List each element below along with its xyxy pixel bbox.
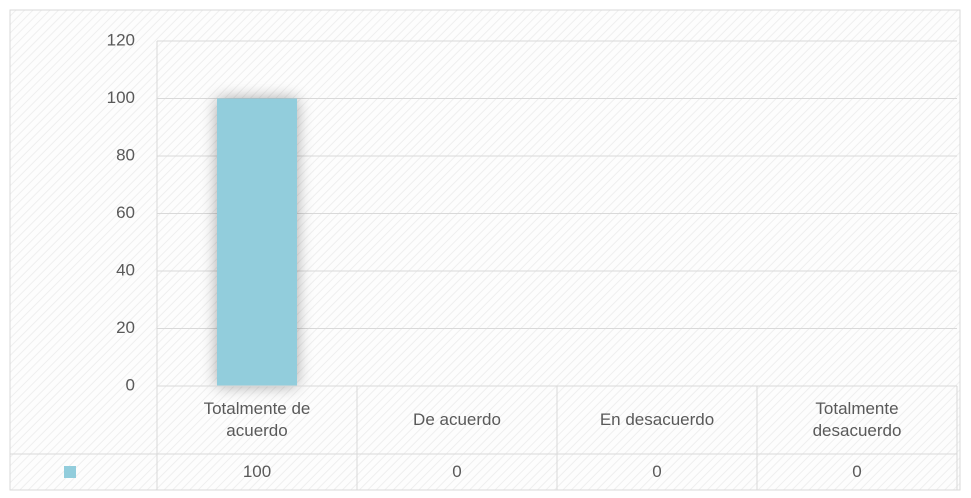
category-label-text: Totalmente de acuerdo — [203, 398, 311, 440]
legend-key — [64, 466, 76, 478]
category-label-box: Totalmente de acuerdo — [157, 386, 357, 454]
category-label-text: Totalmente desacuerdo — [812, 398, 902, 440]
category-label-box: En desacuerdo — [557, 386, 757, 454]
y-tick-label: 20 — [116, 318, 135, 337]
value-cell-box: 0 — [557, 454, 757, 490]
y-tick-label: 60 — [116, 203, 135, 222]
category-label-text: En desacuerdo — [599, 409, 715, 429]
value-cell-text: 0 — [852, 461, 862, 481]
value-cell: 100 — [157, 454, 357, 490]
value-cell-box: 0 — [357, 454, 557, 490]
value-cell-text: 0 — [652, 461, 662, 481]
value-cell-box: 100 — [157, 454, 357, 490]
category-label: Totalmente desacuerdo — [757, 386, 957, 454]
value-cell: 0 — [557, 454, 757, 490]
value-cell-text: 100 — [242, 461, 272, 481]
y-tick-label: 120 — [107, 30, 135, 49]
y-tick-label: 40 — [116, 260, 135, 279]
category-label-box: Totalmente desacuerdo — [757, 386, 957, 454]
category-label: De acuerdo — [357, 386, 557, 454]
value-cell-box: 0 — [757, 454, 957, 490]
category-label: Totalmente de acuerdo — [157, 386, 357, 454]
category-label-text: De acuerdo — [413, 409, 501, 429]
value-cell-text: 0 — [452, 461, 462, 481]
chart-frame — [9, 9, 961, 491]
category-label-box: De acuerdo — [357, 386, 557, 454]
y-tick-label: 0 — [126, 375, 135, 394]
y-tick-label: 80 — [116, 145, 135, 164]
value-cell: 0 — [357, 454, 557, 490]
y-tick-label: 100 — [107, 88, 135, 107]
category-label: En desacuerdo — [557, 386, 757, 454]
value-cell: 0 — [757, 454, 957, 490]
bar — [217, 98, 297, 386]
